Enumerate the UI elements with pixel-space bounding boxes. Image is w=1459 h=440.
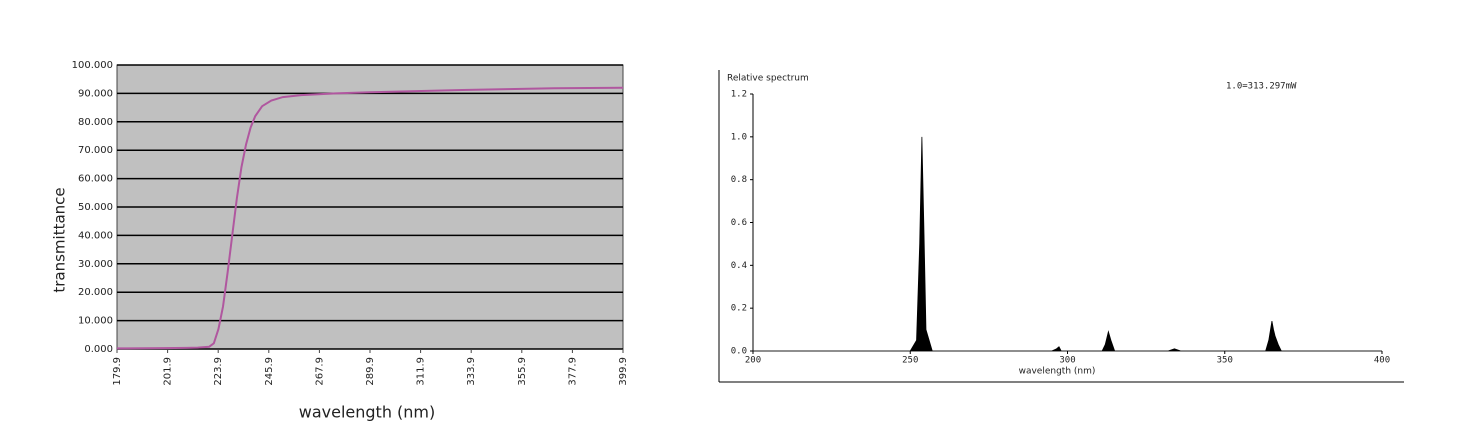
area xyxy=(753,136,1382,352)
y-tick-label: 1.0 xyxy=(731,132,747,142)
y-axis-label: transmittance xyxy=(51,187,69,292)
y-tick-label: 50.000 xyxy=(78,202,113,213)
chart-title: Relative spectrum xyxy=(727,74,809,84)
x-tick-label: 289.9 xyxy=(365,357,376,386)
line xyxy=(116,86,624,350)
y-tick-label: 20.000 xyxy=(78,287,113,298)
y-tick-label: 40.000 xyxy=(78,230,113,241)
y-tick-label: 0.000 xyxy=(84,344,113,355)
y-tick-label: 100.000 xyxy=(72,60,113,71)
x-tick-label: 333.9 xyxy=(466,357,477,386)
x-tick-label: 300 xyxy=(1059,356,1075,366)
y-tick-label: 0.8 xyxy=(731,175,747,185)
y-tick-label: 70.000 xyxy=(78,145,113,156)
x-tick-label: 179.9 xyxy=(112,357,123,386)
annotation: 1.0=313.297mW xyxy=(1226,82,1297,92)
y-tick-label: 60.000 xyxy=(78,174,113,185)
y-tick-label: 90.000 xyxy=(78,88,113,99)
x-tick-label: 201.9 xyxy=(163,357,174,386)
x-tick-label: 350 xyxy=(1217,356,1233,366)
x-tick-label: 355.9 xyxy=(517,357,528,386)
y-tick-label: 30.000 xyxy=(78,259,113,270)
x-tick-label: 200 xyxy=(745,356,761,366)
y-tick-label: 0.0 xyxy=(731,347,747,357)
x-tick-label: 377.9 xyxy=(567,357,578,386)
x-tick-label: 250 xyxy=(902,356,918,366)
y-tick-label: 0.2 xyxy=(731,304,747,314)
x-axis-label: wavelength (nm) xyxy=(1019,367,1096,377)
y-tick-label: 0.4 xyxy=(731,261,747,271)
x-tick-label: 267.9 xyxy=(314,357,325,386)
x-axis-label: wavelength (nm) xyxy=(299,403,436,422)
y-tick-label: 1.2 xyxy=(731,90,747,100)
x-tick-label: 245.9 xyxy=(264,357,275,386)
y-tick-label: 0.6 xyxy=(731,218,747,228)
y-tick-label: 80.000 xyxy=(78,117,113,128)
x-tick-label: 223.9 xyxy=(213,357,224,386)
x-tick-label: 311.9 xyxy=(416,357,427,386)
x-tick-label: 400 xyxy=(1374,356,1390,366)
y-tick-label: 10.000 xyxy=(78,316,113,327)
x-tick-label: 399.9 xyxy=(618,357,629,386)
